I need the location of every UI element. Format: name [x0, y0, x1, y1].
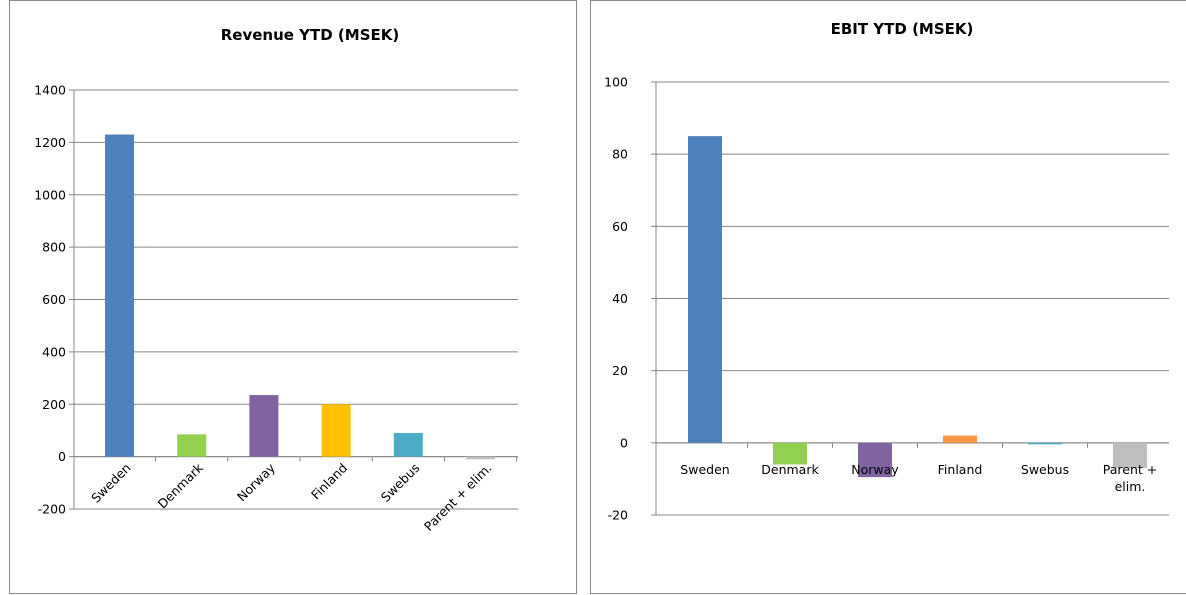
- y-tick-label: 200: [42, 397, 66, 412]
- y-tick-label: 0: [58, 449, 66, 464]
- bar-sweden: [105, 134, 134, 457]
- y-tick-label: 0: [620, 435, 628, 450]
- bar-finland: [943, 435, 977, 443]
- x-category-label: Swebus: [1021, 462, 1069, 477]
- y-tick-label: 80: [612, 147, 628, 162]
- bar-sweden: [688, 136, 722, 443]
- x-category-label-line: Finland: [938, 462, 983, 477]
- chart-title: Revenue YTD (MSEK): [221, 26, 400, 44]
- x-category-label-line: Swebus: [1021, 462, 1069, 477]
- y-tick-label: 800: [42, 240, 66, 255]
- bar-parent-elim: [1113, 442, 1147, 469]
- y-tick-label: 60: [612, 219, 628, 234]
- y-tick-label: 40: [612, 291, 628, 306]
- bar-parent-elim: [466, 456, 495, 460]
- bar-denmark: [177, 434, 207, 457]
- bar-finland: [321, 404, 351, 457]
- y-tick-label: 600: [42, 292, 66, 307]
- y-tick-label: -20: [608, 508, 628, 523]
- y-tick-label: 20: [612, 363, 628, 378]
- chart-title: EBIT YTD (MSEK): [831, 20, 974, 38]
- y-tick-label: 1400: [34, 83, 66, 98]
- bar-norway: [249, 395, 279, 457]
- x-category-label: Denmark: [155, 460, 207, 512]
- bar-swebus: [393, 433, 423, 457]
- x-category-label: Sweden: [680, 462, 729, 477]
- x-category-label: Finland: [938, 462, 983, 477]
- x-category-label: Finland: [308, 460, 350, 502]
- ebit-chart: EBIT YTD (MSEK) -20 0 20 40 60 80 100 Sweden Denm…: [604, 20, 1169, 523]
- y-tick-label: 1200: [34, 135, 66, 150]
- revenue-chart-panel: Revenue YTD (MSEK) -200 0 200 400 600 800 1000 1…: [9, 0, 577, 594]
- x-category-label-line: Sweden: [680, 462, 729, 477]
- x-category-label: Parent + elim.: [421, 460, 495, 534]
- bar-swebus: [1028, 442, 1062, 445]
- x-category-label-line: elim.: [1115, 479, 1146, 494]
- ebit-chart-panel: EBIT YTD (MSEK) -20 0 20 40 60 80 100 Sweden Denm…: [590, 0, 1186, 594]
- x-category-label: Denmark: [761, 462, 819, 477]
- x-category-label: Parent + elim.: [1103, 462, 1157, 494]
- x-category-label-line: Denmark: [761, 462, 819, 477]
- x-category-label: Norway: [234, 460, 279, 505]
- revenue-chart: Revenue YTD (MSEK) -200 0 200 400 600 800 1000 1…: [34, 26, 518, 534]
- y-tick-label: 1000: [34, 187, 66, 202]
- x-category-label-line: Parent +: [1103, 462, 1157, 477]
- x-category-label-line: Norway: [851, 462, 899, 477]
- y-tick-label: -200: [38, 502, 66, 517]
- y-tick-label: 400: [42, 344, 66, 359]
- y-tick-label: 100: [604, 75, 628, 90]
- bar-norway: [858, 442, 892, 478]
- x-category-label: Norway: [851, 462, 899, 477]
- x-category-label: Sweden: [88, 460, 134, 506]
- x-category-label: Swebus: [378, 460, 423, 505]
- bar-denmark: [773, 442, 807, 465]
